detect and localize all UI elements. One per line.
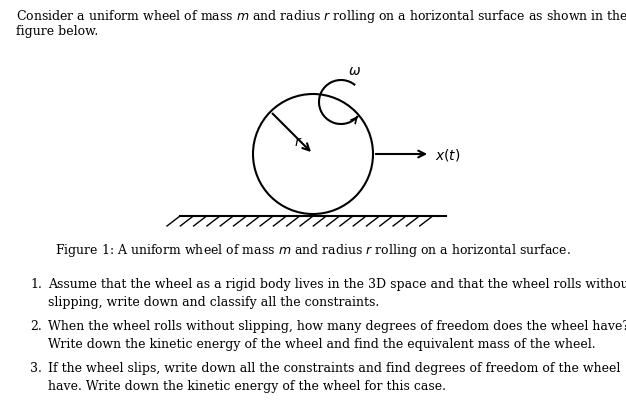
Text: When the wheel rolls without slipping, how many degrees of freedom does the whee: When the wheel rolls without slipping, h…	[48, 319, 626, 351]
Text: $x(t)$: $x(t)$	[435, 147, 461, 163]
Text: 3.: 3.	[30, 361, 42, 374]
Text: 1.: 1.	[30, 277, 42, 290]
Text: $\omega$: $\omega$	[347, 64, 361, 78]
Text: Assume that the wheel as a rigid body lives in the 3D space and that the wheel r: Assume that the wheel as a rigid body li…	[48, 277, 626, 309]
Text: Figure 1: A uniform wheel of mass $m$ and radius $r$ rolling on a horizontal sur: Figure 1: A uniform wheel of mass $m$ an…	[55, 241, 571, 258]
Text: 2.: 2.	[30, 319, 42, 332]
Text: If the wheel slips, write down all the constraints and find degrees of freedom o: If the wheel slips, write down all the c…	[48, 361, 620, 393]
Text: $r$: $r$	[294, 134, 302, 148]
Text: Consider a uniform wheel of mass $m$ and radius $r$ rolling on a horizontal surf: Consider a uniform wheel of mass $m$ and…	[16, 8, 626, 25]
Text: figure below.: figure below.	[16, 25, 98, 38]
